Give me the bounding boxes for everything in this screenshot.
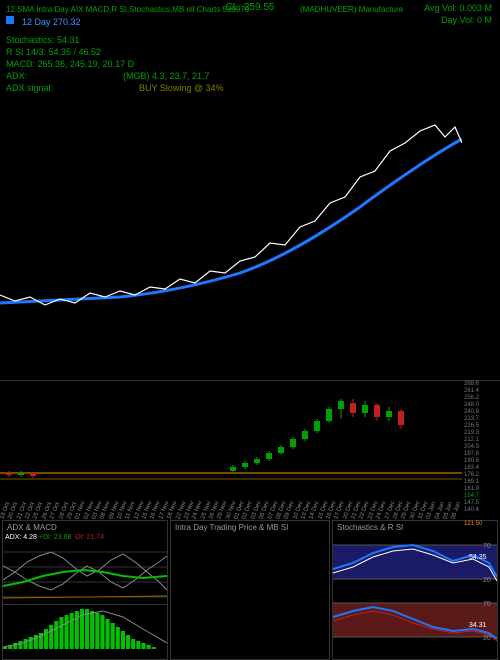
adx-label: ADX: <box>6 70 27 82</box>
volume-info: Avg Vol: 0.003 M Day Vol: 0 M <box>424 2 492 26</box>
svg-text:70: 70 <box>483 601 491 608</box>
twelve-day: 12 Day 270.32 <box>22 16 81 28</box>
avg-vol: Avg Vol: 0.003 M <box>424 2 492 14</box>
day-vol: Day Vol: 0 M <box>424 14 492 26</box>
svg-text:34.31: 34.31 <box>469 622 487 629</box>
adx-bot-svg <box>3 604 167 650</box>
price-y-labels: 268.6261.4256.2248.0240.8233.7226.5219.3… <box>464 381 500 528</box>
stoch-bot-svg: 70 20 34.31 <box>333 591 497 649</box>
candle-svg <box>0 381 462 491</box>
svg-text:20: 20 <box>483 577 491 584</box>
stoch-top-svg: 70 20 54.35 <box>333 533 497 591</box>
adx-signal-label: ADX signal: <box>6 82 53 94</box>
adx-signal-val: BUY Slowing @ 34% <box>139 82 224 94</box>
date-axis: 19 Oct20 Oct21 Oct22 Oct25 Oct26 Oct27 O… <box>0 490 500 520</box>
adx-macd-panel: ADX & MACD ADX: 4.28 +DI: 23.68 -DI: 21.… <box>2 520 168 660</box>
svg-text:54.35: 54.35 <box>469 554 487 561</box>
indicator-row: ADX & MACD ADX: 4.28 +DI: 23.68 -DI: 21.… <box>0 520 500 660</box>
adx-title: ADX & MACD <box>3 521 167 533</box>
rsi-val: R SI 14/3: 54.35 / 46.52 <box>6 46 494 58</box>
stoch-rsi-panel: Stochastics & R SI 702054.35 702034.31 <box>332 520 498 660</box>
legend-swatch <box>6 16 14 24</box>
close-price: CL: 259.55 <box>226 2 275 14</box>
title-right: (MADHUVEER) Manufacture <box>300 4 403 16</box>
chart-root: 12 SMA Intra Day AIX MACD,R SI,Stochasti… <box>0 0 500 660</box>
mgb-val: (MGB) 4.3, 23.7, 21.7 <box>123 70 210 82</box>
macd-val: MACD: 265.36, 245.19, 20.17 D <box>6 58 494 70</box>
title-left: 12 SMA Intra Day AIX MACD,R SI,Stochasti… <box>6 4 249 16</box>
svg-text:70: 70 <box>483 543 491 550</box>
intraday-panel: Intra Day Trading Price & MB SI <box>170 520 330 660</box>
intraday-body <box>171 533 329 659</box>
intraday-title: Intra Day Trading Price & MB SI <box>171 521 329 533</box>
main-chart-svg <box>0 115 462 380</box>
stochastics-val: Stochastics: 54.31 <box>6 34 494 46</box>
adx-top-svg <box>3 542 167 604</box>
header: 12 SMA Intra Day AIX MACD,R SI,Stochasti… <box>0 0 500 115</box>
adx-stats: ADX: 4.28 +DI: 23.68 -DI: 21.74 <box>3 533 167 542</box>
svg-text:20: 20 <box>483 635 491 642</box>
main-price-chart <box>0 115 500 380</box>
candle-panel: 268.6261.4256.2248.0240.8233.7226.5219.3… <box>0 380 500 490</box>
